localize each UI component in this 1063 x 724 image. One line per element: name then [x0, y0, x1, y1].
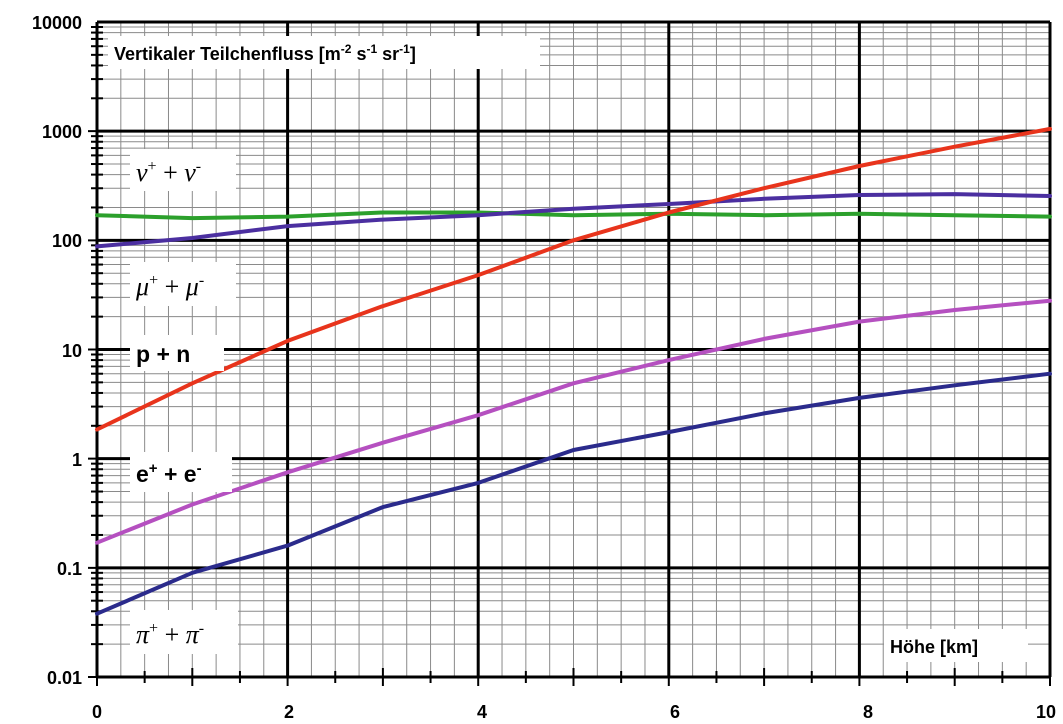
series-label-muons: μ+ + μ-	[130, 262, 236, 306]
series-line-1	[95, 192, 1052, 249]
y-tick-label: 1	[72, 450, 82, 470]
svg-text:μ+ + μ-: μ+ + μ-	[135, 272, 204, 301]
series-label-electrons: e+ + e-	[130, 452, 232, 492]
svg-text:Vertikaler Teilchenfluss [m-2: Vertikaler Teilchenfluss [m-2 s-1 sr-1]	[114, 42, 416, 64]
x-axis-label: Höhe [km]	[884, 629, 1028, 662]
series-label-neutrinos: ν+ + ν-	[130, 149, 236, 191]
x-tick-label: 2	[284, 702, 294, 722]
series-label-pions: π+ + π-	[130, 610, 238, 654]
y-tick-label: 10000	[32, 13, 82, 33]
y-tick-label: 0.1	[57, 559, 82, 579]
y-tick-label: 10	[62, 341, 82, 361]
series-label-nucleons: p + n	[130, 335, 224, 371]
tick-labels: 0 2 4 6 8 10 0.01 0.1 1 10 100 1000 1000…	[32, 13, 1056, 722]
series-line-0	[95, 210, 1052, 221]
x-tick-label: 0	[92, 702, 102, 722]
axes	[88, 22, 1051, 686]
svg-text:e+ + e-: e+ + e-	[136, 460, 202, 487]
series-line-2	[95, 126, 1052, 432]
x-tick-label: 10	[1036, 702, 1056, 722]
x-tick-label: 6	[670, 702, 680, 722]
y-tick-label: 1000	[42, 122, 82, 142]
x-tick-label: 8	[863, 702, 873, 722]
svg-text:π+ + π-: π+ + π-	[136, 620, 204, 649]
series-line-4	[95, 371, 1052, 616]
y-tick-label: 0.01	[47, 668, 82, 688]
y-tick-label: 100	[52, 231, 82, 251]
svg-text:ν+ + ν-: ν+ + ν-	[136, 158, 201, 187]
svg-text:p + n: p + n	[136, 341, 190, 367]
chart-title: Vertikaler Teilchenfluss [m-2 s-1 sr-1]	[108, 36, 540, 69]
x-tick-label: 4	[477, 702, 487, 722]
series-layer	[95, 126, 1052, 616]
svg-text:Höhe [km]: Höhe [km]	[890, 637, 978, 657]
series-line-3	[95, 298, 1052, 545]
